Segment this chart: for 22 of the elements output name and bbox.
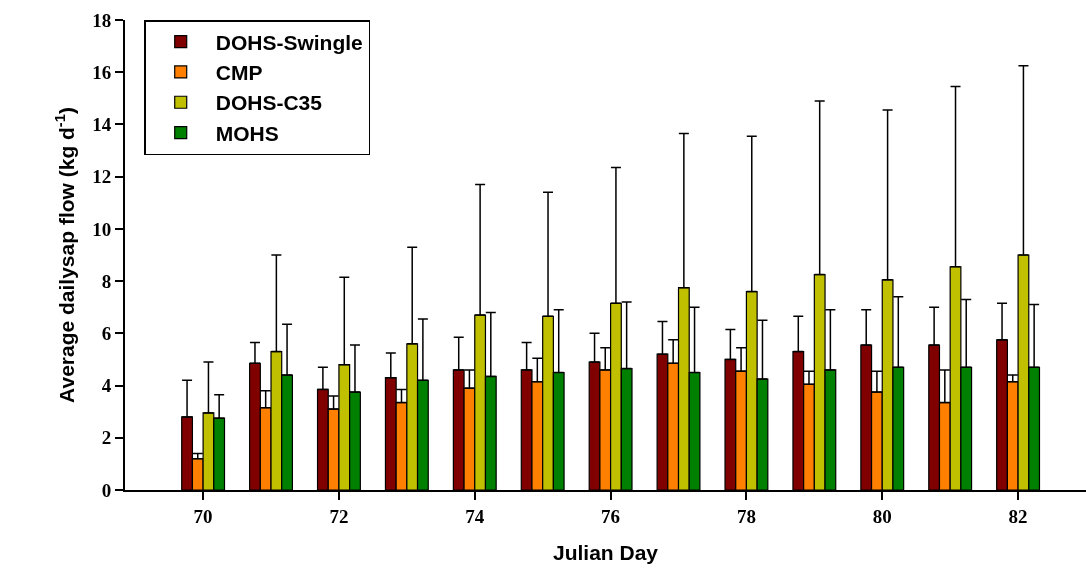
x-axis-title: Julian Day: [552, 541, 659, 565]
legend-label: DOHS-C35: [215, 91, 323, 115]
x-tick-label: 78: [736, 505, 756, 527]
legend-label: MOHS: [215, 121, 279, 145]
x-tick-label: 80: [872, 505, 892, 527]
y-tick-label: 18: [92, 9, 112, 31]
x-tick-label: 70: [193, 505, 213, 527]
y-tick-label: 14: [92, 114, 112, 136]
x-tick-label: 76: [601, 505, 621, 527]
y-tick-label: 8: [101, 270, 112, 292]
x-tick-label: 74: [465, 505, 485, 527]
legend-label: CMP: [215, 61, 263, 85]
x-tick-label: 72: [329, 505, 349, 527]
y-tick-label: 0: [101, 479, 112, 501]
y-tick-label: 4: [101, 375, 112, 397]
y-tick-label: 10: [92, 218, 112, 240]
y-tick-label: 6: [101, 322, 112, 344]
y-tick-label: 16: [92, 61, 112, 83]
y-tick-label: 2: [101, 427, 112, 449]
legend-label: DOHS-Swingle: [215, 30, 363, 54]
y-tick-label: 12: [92, 166, 112, 188]
x-tick-label: 82: [1008, 505, 1028, 527]
